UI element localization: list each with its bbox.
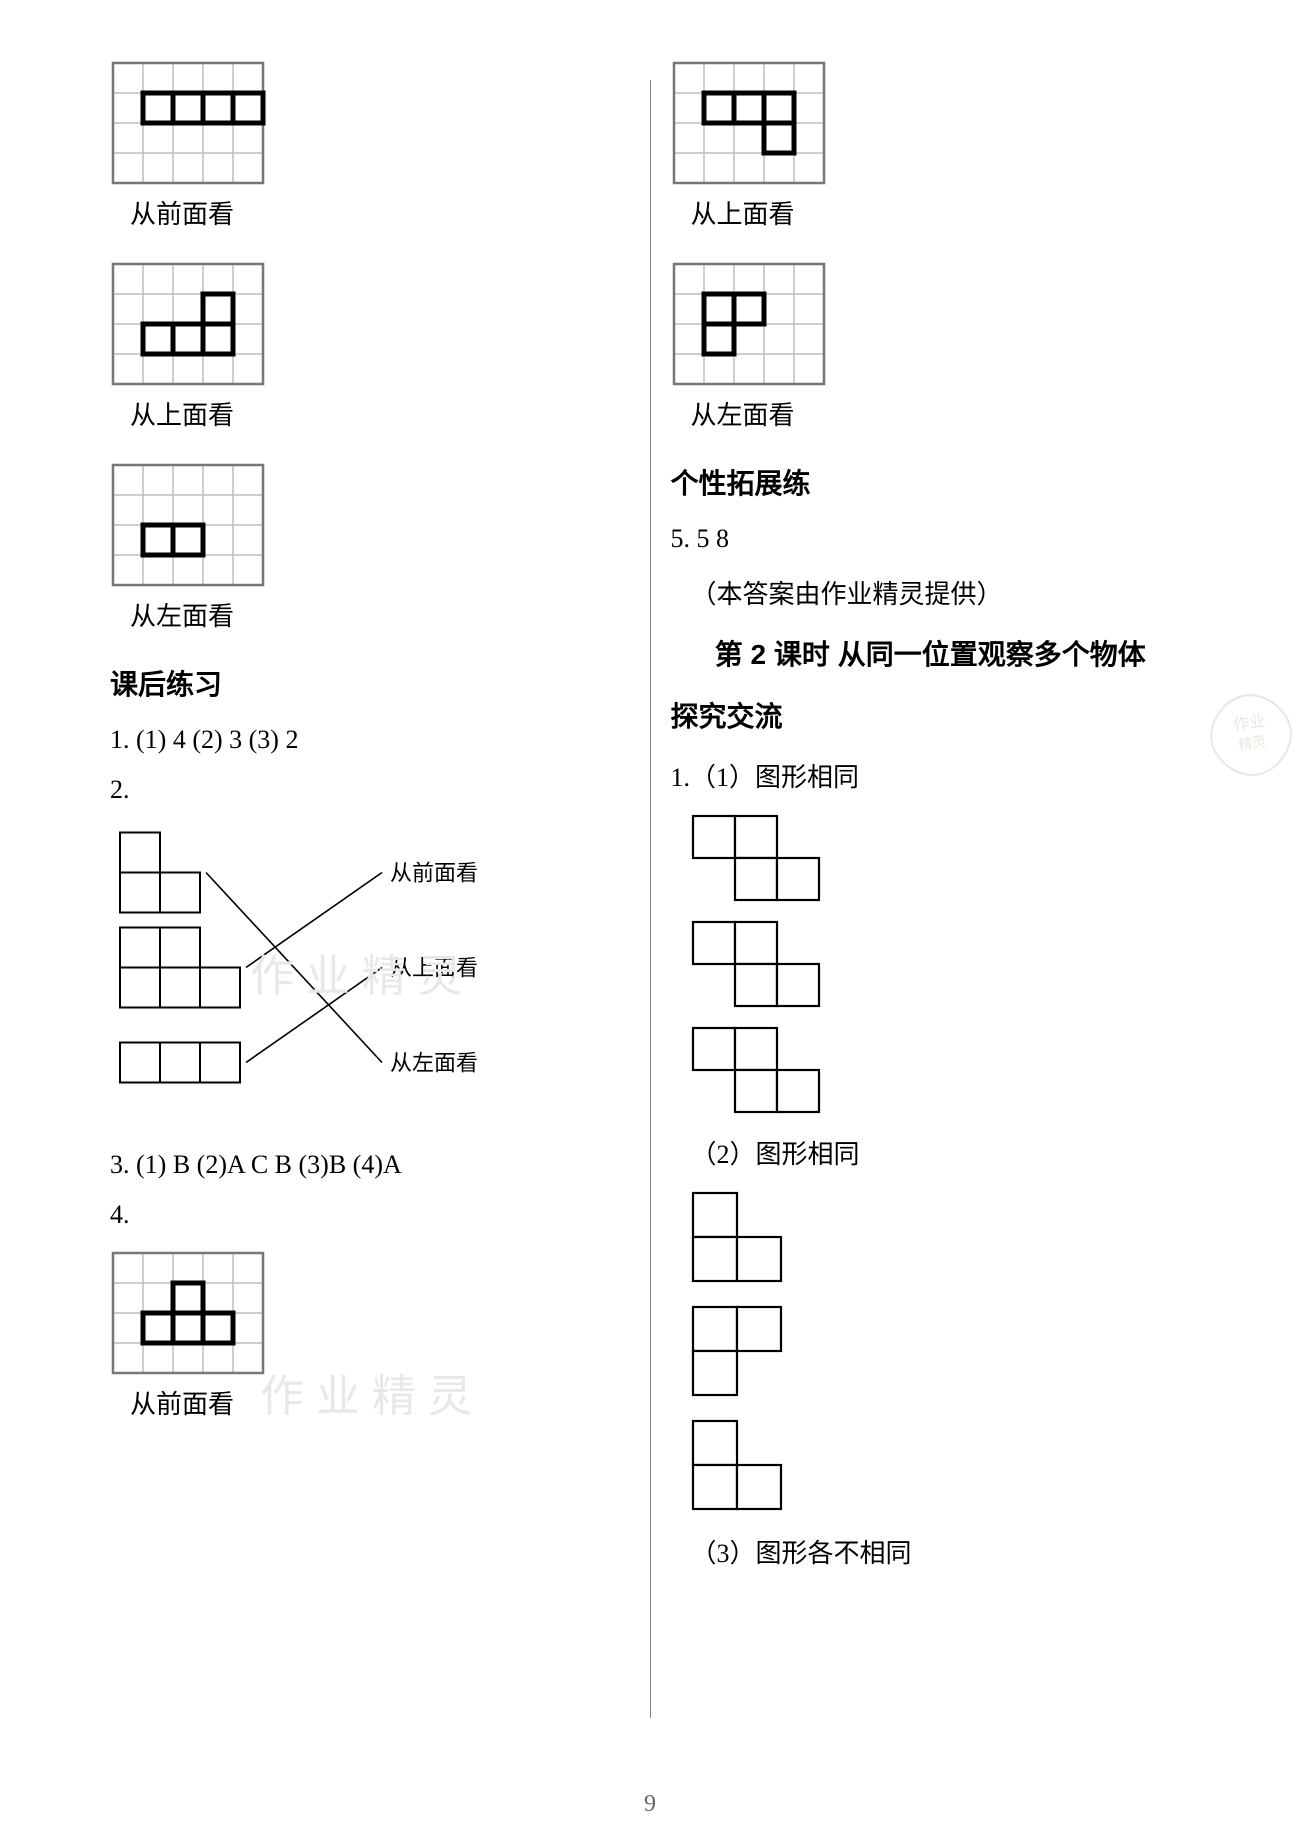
q3: 3. (1) B (2)A C B (3)B (4)A [110, 1150, 630, 1180]
svg-text:作业: 作业 [1232, 712, 1266, 734]
r-grid-1 [671, 261, 1191, 387]
grid-caption: 从左面看 [130, 596, 630, 633]
lesson-title: 第 2 课时 从同一位置观察多个物体 [671, 633, 1191, 673]
grid-figure [110, 60, 266, 186]
q2-diagram: 从前面看从上面看从左面看 [110, 825, 630, 1130]
shape-figure [691, 1026, 821, 1114]
grid-figure [110, 1250, 266, 1376]
stamp-icon: 作业精灵 [1200, 684, 1300, 786]
grid-caption: 从上面看 [130, 395, 630, 432]
grid-figure [671, 261, 827, 387]
grid-1 [110, 261, 630, 387]
answer-note: （本答案由作业精灵提供） [691, 574, 1191, 611]
grid-caption: 从前面看 [130, 194, 630, 231]
left-column: 从前面看从上面看从左面看课后练习1. (1) 4 (2) 3 (3) 22.从前… [90, 60, 650, 1798]
q1-2: （2）图形相同 [691, 1134, 1191, 1171]
q2-label: 2. [110, 775, 630, 805]
shape-figure [691, 1305, 783, 1397]
q4-grid [110, 1250, 630, 1376]
heading-explore: 探究交流 [671, 695, 1191, 735]
q1: 1. (1) 4 (2) 3 (3) 2 [110, 725, 630, 755]
heading-extension: 个性拓展练 [671, 462, 1191, 502]
page-number: 9 [644, 1791, 656, 1818]
svg-text:从上面看: 从上面看 [390, 956, 478, 981]
grid-0 [110, 60, 630, 186]
shape-figure [691, 920, 821, 1008]
shape-figure [691, 814, 821, 902]
shape2-0 [691, 1191, 1191, 1283]
svg-text:从前面看: 从前面看 [390, 861, 478, 886]
shape-figure [691, 1191, 783, 1283]
shape2-1 [691, 1305, 1191, 1397]
matching-diagram: 从前面看从上面看从左面看 [110, 825, 540, 1130]
r-grid-caption: 从上面看 [691, 194, 1191, 231]
grid-figure [671, 60, 827, 186]
grid-figure [110, 462, 266, 588]
svg-text:从左面看: 从左面看 [390, 1051, 478, 1076]
q4-caption: 从前面看 [130, 1384, 630, 1421]
q1-1: 1.（1）图形相同 [671, 757, 1191, 794]
r-grid-0 [671, 60, 1191, 186]
grid-figure [110, 261, 266, 387]
shape2-2 [691, 1419, 1191, 1511]
q1-3: （3）图形各不相同 [691, 1533, 1191, 1570]
r-grid-caption: 从左面看 [691, 395, 1191, 432]
shape-figure [691, 1419, 783, 1511]
svg-text:精灵: 精灵 [1237, 734, 1267, 754]
grid-2 [110, 462, 630, 588]
q5: 5. 5 8 [671, 524, 1191, 554]
page-root: 从前面看从上面看从左面看课后练习1. (1) 4 (2) 3 (3) 22.从前… [90, 60, 1210, 1798]
right-column: 从上面看从左面看个性拓展练 5. 5 8 （本答案由作业精灵提供） 第 2 课时 从同… [651, 60, 1211, 1798]
heading-afterclass: 课后练习 [110, 663, 630, 703]
q4-label: 4. [110, 1200, 630, 1230]
shape1-0 [691, 814, 1191, 902]
shape1-1 [691, 920, 1191, 1008]
shape1-2 [691, 1026, 1191, 1114]
